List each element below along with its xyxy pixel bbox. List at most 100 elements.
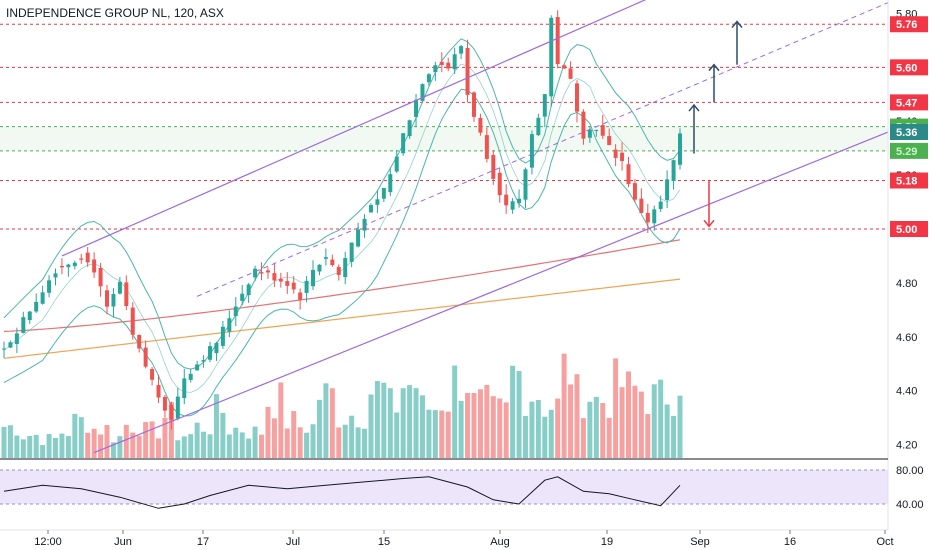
volume-bar — [413, 388, 419, 458]
candle-body — [311, 269, 316, 287]
time-tick-label: 19 — [601, 536, 613, 548]
target-arrow-3-head — [731, 20, 743, 29]
candle-body — [253, 268, 258, 278]
volume-bar — [213, 394, 219, 458]
volume-bar — [46, 433, 52, 458]
candle-body — [227, 318, 232, 332]
candle-body — [8, 342, 13, 348]
volume-bar — [471, 392, 477, 458]
candle-body — [549, 17, 554, 97]
candle-body — [272, 273, 277, 281]
price-tick-label: 4.80 — [896, 278, 917, 290]
price-level-value: 5.29 — [896, 146, 917, 158]
candle-body — [613, 149, 618, 158]
price-level-value: 5.76 — [896, 19, 917, 31]
candle-body — [214, 343, 219, 354]
candle-body — [381, 188, 386, 199]
candle-body — [117, 281, 122, 294]
volume-bar — [619, 387, 625, 458]
candle-body — [607, 136, 612, 146]
volume-bar — [162, 417, 168, 458]
volume-bar — [606, 417, 612, 458]
support-zone — [0, 126, 888, 151]
candle-body — [536, 117, 541, 136]
volume-bar — [645, 414, 651, 458]
candle-body — [620, 152, 625, 161]
channel-mid — [196, 2, 889, 297]
price-level-tag — [890, 221, 928, 237]
candle-body — [594, 129, 599, 131]
volume-bar — [522, 415, 528, 458]
candle-body — [600, 125, 605, 136]
volume-bar — [78, 417, 84, 458]
volume-bar — [123, 424, 129, 458]
volume-bar — [323, 383, 329, 458]
candle-body — [285, 281, 290, 286]
candle-body — [639, 198, 644, 214]
volume-bar — [548, 409, 554, 458]
candle-body — [356, 229, 361, 247]
volume-bar — [445, 411, 451, 458]
candle-body — [587, 129, 592, 138]
volume-bar — [246, 438, 252, 458]
candle-body — [47, 280, 52, 293]
time-tick-label: 17 — [197, 536, 209, 548]
volume-bar — [574, 374, 580, 458]
volume-bar — [432, 410, 438, 458]
candle-body — [394, 156, 399, 172]
candle-body — [407, 120, 412, 137]
price-tick-label: 4.60 — [896, 332, 917, 344]
candle-body — [497, 172, 502, 196]
volume-bar — [1, 426, 7, 458]
candle-body — [568, 68, 573, 79]
channel-upper — [61, 0, 647, 257]
candle-body — [137, 334, 142, 349]
candle-body — [79, 258, 84, 260]
candle-body — [510, 201, 515, 210]
volume-bar — [465, 392, 471, 458]
candle-body — [278, 278, 283, 282]
candle-body — [652, 209, 657, 224]
target-arrow-1-head — [688, 103, 700, 112]
volume-bar — [419, 395, 425, 458]
volume-bar — [291, 411, 297, 458]
candle-body — [298, 292, 303, 300]
volume-bar — [355, 427, 361, 458]
bollinger-upper — [3, 38, 681, 370]
volume-bar — [336, 427, 342, 458]
volume-bar — [304, 432, 310, 458]
volume-bar — [387, 388, 393, 458]
candle-body — [105, 290, 110, 307]
volume-bar — [14, 435, 20, 458]
volume-bar — [271, 418, 277, 458]
candle-body — [85, 252, 90, 263]
candle-body — [291, 282, 296, 290]
volume-bar — [555, 398, 561, 458]
volume-bar — [638, 391, 644, 458]
candle-body — [678, 133, 682, 165]
time-tick-label: Oct — [876, 536, 893, 548]
volume-bar — [677, 395, 683, 458]
candle-body — [27, 311, 32, 321]
volume-bar — [394, 412, 400, 458]
candle-body — [53, 273, 58, 278]
candle-body — [208, 346, 213, 360]
volume-bar — [40, 445, 46, 458]
candle-body — [452, 54, 457, 70]
candle-body — [2, 348, 6, 350]
volume-bar — [233, 427, 239, 458]
candle-body — [665, 179, 670, 201]
volume-bar — [510, 365, 516, 458]
candle-body — [504, 194, 509, 206]
candle-body — [34, 301, 39, 312]
candle-body — [323, 257, 328, 259]
candle-body — [188, 373, 193, 380]
volume-bar — [310, 424, 316, 458]
candle-body — [21, 317, 26, 333]
volume-bar — [664, 404, 670, 458]
candle-body — [143, 347, 148, 367]
rsi-tick-label: 80.00 — [896, 465, 924, 477]
volume-bar — [490, 396, 496, 458]
volume-bar — [651, 384, 657, 458]
